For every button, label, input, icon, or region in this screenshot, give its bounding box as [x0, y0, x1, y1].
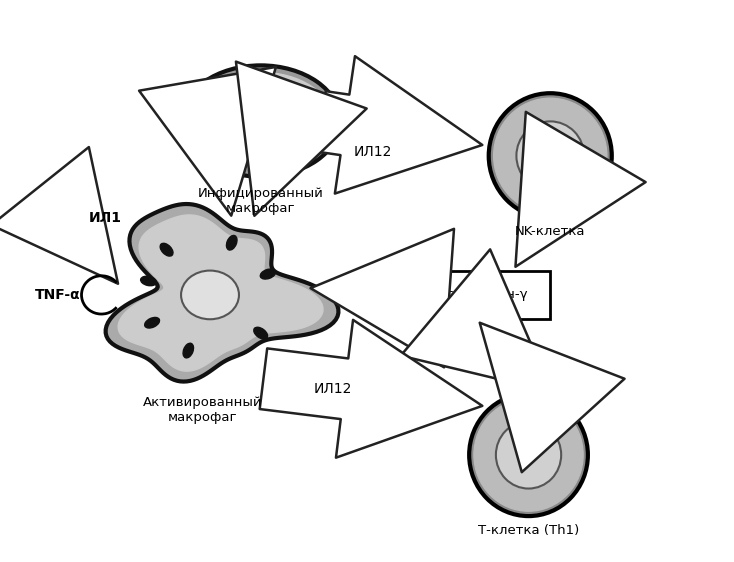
Ellipse shape: [145, 318, 159, 328]
Ellipse shape: [303, 137, 319, 147]
Ellipse shape: [469, 393, 588, 516]
Ellipse shape: [237, 97, 299, 146]
Ellipse shape: [474, 398, 583, 511]
Ellipse shape: [141, 277, 156, 285]
Ellipse shape: [517, 121, 584, 190]
Ellipse shape: [181, 270, 239, 319]
Ellipse shape: [261, 269, 275, 279]
Text: Интерферон-γ: Интерферон-γ: [427, 288, 528, 301]
Text: Инфицированный
макрофаг: Инфицированный макрофаг: [197, 187, 324, 215]
Ellipse shape: [188, 116, 203, 126]
Text: ИЛ1: ИЛ1: [89, 211, 122, 225]
FancyBboxPatch shape: [405, 270, 550, 319]
Ellipse shape: [189, 72, 333, 170]
Ellipse shape: [494, 98, 607, 214]
Ellipse shape: [242, 151, 258, 161]
Text: TNF-α: TNF-α: [35, 288, 81, 302]
Ellipse shape: [254, 327, 268, 339]
Text: NK-клетка: NK-клетка: [515, 225, 586, 238]
Ellipse shape: [181, 65, 341, 176]
Polygon shape: [106, 204, 338, 382]
Ellipse shape: [198, 92, 214, 102]
Text: ИЛ12: ИЛ12: [314, 382, 352, 396]
Text: ИЛ12: ИЛ12: [354, 146, 392, 159]
Text: Т-клетка (Th1): Т-клетка (Th1): [478, 524, 579, 537]
Polygon shape: [118, 215, 323, 371]
Text: Активированный
макрофаг: Активированный макрофаг: [143, 396, 263, 424]
Ellipse shape: [213, 140, 229, 150]
Ellipse shape: [227, 235, 237, 250]
Ellipse shape: [496, 422, 562, 488]
Ellipse shape: [293, 87, 308, 97]
Ellipse shape: [183, 343, 194, 358]
Ellipse shape: [228, 81, 243, 91]
Ellipse shape: [489, 93, 611, 219]
Ellipse shape: [160, 243, 173, 256]
